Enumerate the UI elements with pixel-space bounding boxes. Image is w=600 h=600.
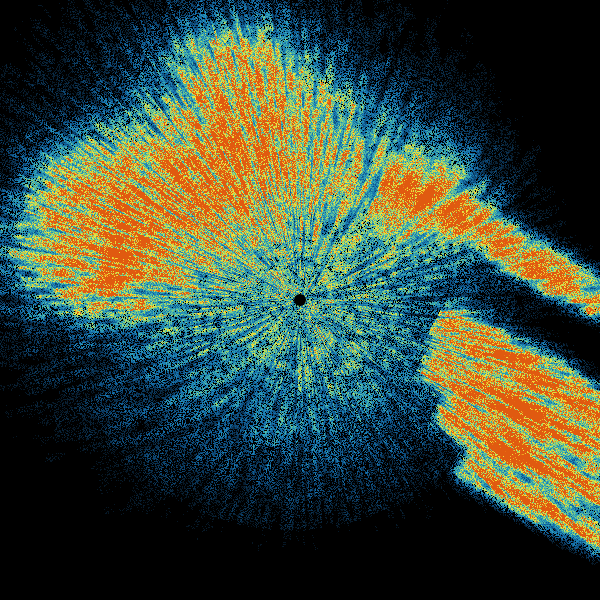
image-viewport [0, 0, 600, 600]
falsecolor-heatmap-canvas [0, 0, 600, 600]
